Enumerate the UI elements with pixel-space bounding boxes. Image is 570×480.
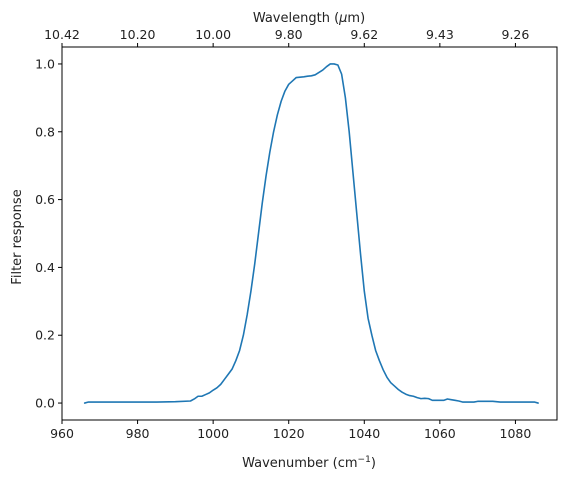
x-tick-label: 1000	[197, 426, 229, 441]
top-axis-title-suffix: m)	[347, 11, 365, 26]
x-axis-title: Wavenumber (cm−1)	[242, 455, 376, 471]
top-axis-title: Wavelength (μm)	[253, 11, 365, 26]
y-tick-label: 0.8	[35, 124, 55, 139]
y-tick-label: 0.0	[35, 396, 55, 411]
x-tick-label: 1080	[500, 426, 532, 441]
top-axis-ticks: 10.42 10.20 10.00 9.80 9.62 9.43 9.26	[44, 27, 529, 47]
top-tick-label: 10.42	[44, 27, 80, 42]
top-axis-title-prefix: Wavelength (	[253, 11, 339, 26]
y-tick-label: 0.6	[35, 192, 55, 207]
x-tick-label: 1020	[273, 426, 305, 441]
x-tick-label: 1040	[348, 426, 380, 441]
top-tick-label: 9.43	[426, 27, 454, 42]
top-tick-label: 9.62	[350, 27, 378, 42]
plot-area	[83, 63, 539, 404]
x-axis-title-superscript: −1	[358, 455, 371, 465]
top-tick-label: 10.00	[195, 27, 231, 42]
x-axis-title-main: Wavenumber (cm	[242, 456, 357, 471]
y-tick-label: 0.2	[35, 328, 55, 343]
x-axis-ticks: 960 980 1000 1020 1040 1060 1080	[50, 420, 531, 441]
plot-frame	[61, 46, 558, 421]
x-tick-label: 960	[50, 426, 74, 441]
svg-text:Wavelength (μm): Wavelength (μm)	[253, 11, 365, 26]
x-tick-label: 1060	[424, 426, 456, 441]
series-line	[83, 63, 539, 404]
top-tick-label: 10.20	[120, 27, 156, 42]
y-axis-ticks: 0.0 0.2 0.4 0.6 0.8 1.0	[35, 56, 62, 411]
y-axis-title: Filter response	[10, 189, 25, 284]
y-tick-label: 1.0	[35, 56, 55, 71]
top-tick-label: 9.80	[275, 27, 303, 42]
x-axis-title-suffix: )	[371, 456, 376, 471]
top-axis-title-symbol: μ	[338, 11, 347, 26]
top-tick-label: 9.26	[502, 27, 530, 42]
x-tick-label: 980	[126, 426, 150, 441]
y-tick-label: 0.4	[35, 260, 55, 275]
